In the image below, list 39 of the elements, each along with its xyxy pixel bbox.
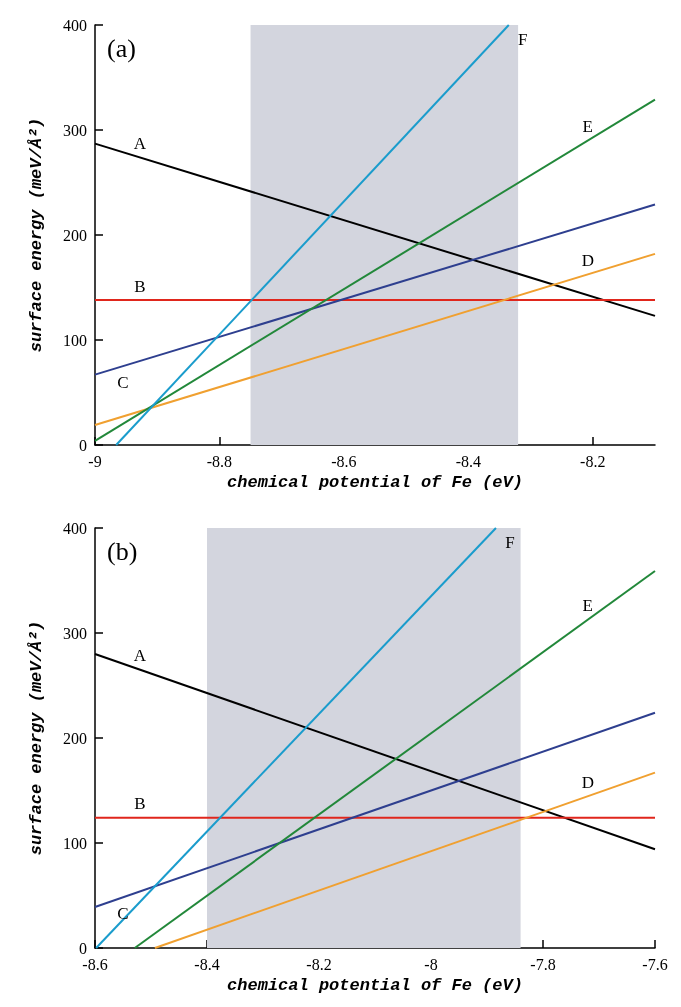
y-tick-label: 400 [63,519,87,537]
y-axis-title: surface energy (meV/Å²) [27,620,46,856]
x-tick-label: -9 [88,452,102,470]
y-tick-label: 0 [79,436,87,454]
x-tick-label: -8.6 [82,955,108,973]
x-tick-label: -8.2 [306,955,332,973]
y-tick-label: 0 [79,939,87,957]
x-tick-label: -7.6 [642,955,668,973]
series-label: E [582,117,593,136]
x-tick-label: -8.4 [455,452,481,470]
series-label: F [518,29,528,49]
series-label: F [505,532,515,552]
series-label: A [133,133,147,153]
x-tick-label: -8.6 [331,452,357,470]
x-axis-title: chemical potential of Fe (eV) [227,975,523,995]
y-tick-label: 300 [63,121,87,139]
x-tick-label: -8.8 [206,452,233,470]
x-axis-title: chemical potential of Fe (eV) [227,472,523,492]
y-tick-label: 100 [63,331,87,349]
annotation: (b) [107,536,138,566]
y-tick-label: 300 [63,624,87,642]
y-tick-label: 100 [63,834,87,852]
series-label: D [581,250,594,270]
series-label: C [117,372,129,392]
y-tick-label: 400 [63,16,87,34]
y-tick-label: 200 [63,226,87,244]
series-label: E [582,596,593,616]
annotation: (a) [107,33,136,63]
series-label: D [581,772,594,792]
y-axis-title: surface energy (meV/Å²) [27,117,46,353]
x-tick-label: -8.4 [194,955,220,973]
series-label: B [134,276,146,296]
y-tick-label: 200 [63,729,87,747]
x-tick-label: -8.2 [580,452,606,470]
x-tick-label: -7.8 [530,955,556,973]
x-tick-label: -8 [424,955,438,973]
series-label: C [117,903,129,923]
series-label: B [134,794,146,814]
series-label: A [133,646,147,666]
